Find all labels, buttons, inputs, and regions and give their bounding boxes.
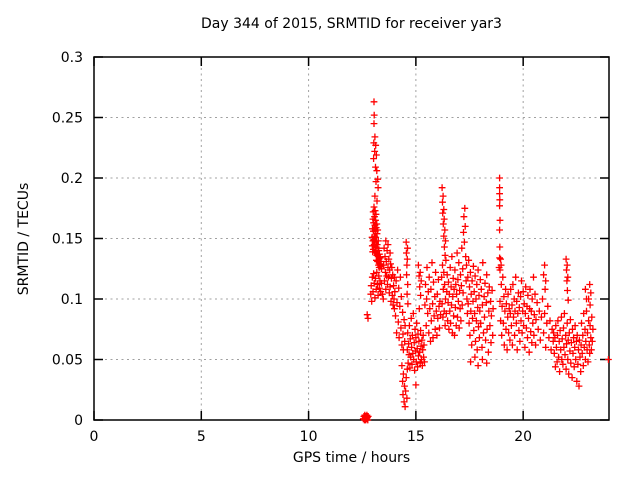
x-tick-label: 5 (197, 429, 206, 445)
y-tick-label: 0.25 (52, 111, 83, 127)
x-tick-label: 20 (514, 429, 532, 445)
chart-title: Day 344 of 2015, SRMTID for receiver yar… (201, 16, 502, 32)
y-tick-label: 0.3 (61, 50, 83, 66)
y-tick-label: 0.2 (61, 171, 83, 187)
y-tick-label: 0 (74, 413, 83, 429)
x-axis-label: GPS time / hours (292, 450, 411, 466)
y-tick-label: 0.15 (52, 232, 83, 248)
y-tick-label: 0.05 (52, 353, 83, 369)
y-tick-label: 0.1 (61, 292, 83, 308)
x-tick-label: 10 (300, 429, 318, 445)
x-tick-label: 0 (90, 429, 99, 445)
scatter-points (359, 98, 612, 424)
x-tick-label: 15 (407, 429, 425, 445)
